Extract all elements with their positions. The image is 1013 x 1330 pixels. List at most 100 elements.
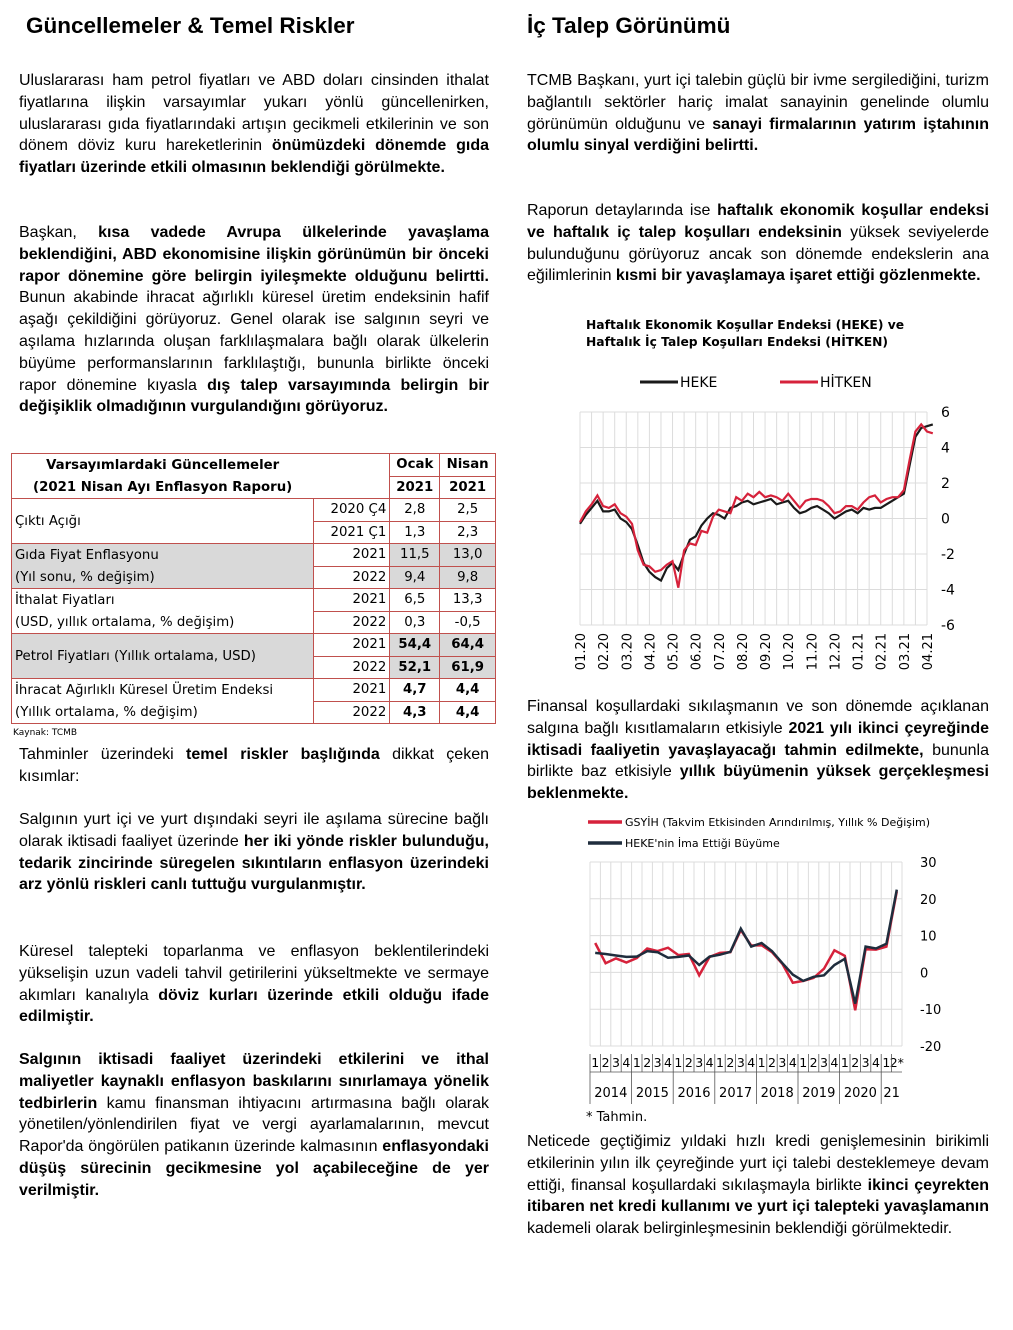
table-row: (Yıllık ortalama, % değişim) 2022 4,3 4,4	[11, 700, 496, 724]
row-sublabel: (Yıllık ortalama, % değişim)	[11, 701, 314, 724]
left-title: Güncellemeler & Temel Riskler	[26, 13, 355, 38]
table-header-apr-year: 2021	[439, 475, 496, 499]
row-label: İhracat Ağırlıklı Küresel Üretim Endeksi	[11, 678, 314, 701]
row-period: 2021	[312, 543, 391, 567]
x-tick-label: 04.21	[921, 633, 936, 670]
year-label: 21	[883, 1086, 900, 1101]
quarter-label: 1	[841, 1055, 849, 1070]
table-header-title: Varsayımlardaki Güncellemeler	[11, 453, 314, 476]
quarter-label: 1	[633, 1055, 641, 1070]
quarter-label: 1	[799, 1055, 807, 1070]
row-label: Petrol Fiyatları (Yıllık ortalama, USD)	[11, 633, 314, 679]
x-tick-label: 01.21	[852, 633, 867, 670]
legend-label-heke: HEKE	[680, 375, 717, 391]
value-january: 9,4	[389, 565, 441, 589]
year-label: 2020	[844, 1086, 877, 1101]
value-april: 61,9	[439, 655, 496, 679]
value-january: 1,3	[389, 520, 441, 544]
quarter-label: 1	[758, 1055, 766, 1070]
quarter-label: 3	[612, 1055, 620, 1070]
left-paragraph-4: Salgının yurt içi ve yurt dışındaki seyr…	[19, 809, 489, 896]
gdp-growth-chart: 30 20 10 0 -10 -20 GSYİH (Takvim Etkisinden Ar…	[588, 816, 941, 1104]
quarter-label: 2	[851, 1055, 859, 1070]
text-run: dış talep varsayımında belirgin bir deği…	[19, 376, 489, 416]
right-paragraph-1: TCMB Başkanı, yurt içi talebin güçlü bir…	[527, 70, 989, 157]
table-header-blank	[313, 476, 391, 499]
y-tick-label: 30	[920, 856, 937, 871]
chart1-title-line1: Haftalık Ekonomik Koşullar Endeksi (HEKE…	[586, 318, 905, 332]
quarter-label: 3	[862, 1055, 870, 1070]
year-label: 2017	[719, 1086, 752, 1101]
table-header-blank	[313, 453, 391, 476]
x-tick-label: 02.20	[597, 633, 612, 670]
value-january: 11,5	[389, 543, 441, 567]
text-run: kısmi bir yavaşlamaya işaret ettiği gözl…	[615, 267, 981, 285]
chart1-title-line2: Haftalık İç Talep Koşulları Endeksi (HİT…	[586, 335, 889, 349]
x-tick-label: 10.20	[782, 633, 797, 670]
y-tick-label: 2	[941, 476, 950, 492]
quarter-label: 2	[602, 1055, 610, 1070]
quarter-label: 2	[768, 1055, 776, 1070]
text-run: her iki yönde riskler bulunduğu, tedarik…	[19, 832, 489, 894]
value-april: 2,3	[439, 520, 496, 544]
text-run: Neticede geçtiğimiz yıldaki hızlı kredi …	[527, 1133, 989, 1194]
table-header-jan: Ocak	[389, 453, 441, 477]
row-sublabel: (USD, yıllık ortalama, % değişim)	[11, 611, 314, 634]
forecast-footnote: * Tahmin.	[586, 1110, 648, 1125]
quarter-label: 4	[747, 1055, 755, 1070]
value-april: 13,0	[439, 543, 496, 567]
quarter-label: 3	[695, 1055, 703, 1070]
y-tick-label: 6	[941, 405, 950, 421]
y-tick-label: -4	[941, 583, 955, 599]
x-tick-label: 06.20	[690, 633, 705, 670]
text-run: kısa vadede Avrupa ülkelerinde yavaşlama…	[19, 224, 489, 285]
year-label: 2015	[636, 1086, 669, 1101]
x-tick-label: 03.20	[620, 633, 635, 670]
y-tick-label: -6	[941, 618, 955, 634]
value-january: 2,8	[389, 498, 441, 522]
quarter-label: 2*	[890, 1055, 904, 1070]
text-run: Raporun detaylarında ise	[527, 202, 718, 219]
quarter-label: 3	[654, 1055, 662, 1070]
left-paragraph-3: Tahminler üzerindeki temel riskler başlı…	[19, 744, 489, 788]
quarter-label: 2	[726, 1055, 734, 1070]
text-run: temel riskler başlığında	[186, 746, 380, 763]
value-april: 13,3	[439, 588, 496, 612]
quarter-label: 3	[820, 1055, 828, 1070]
value-january: 4,3	[389, 700, 441, 724]
quarter-label: 2	[685, 1055, 693, 1070]
text-run: Bunun akabinde ihracat ağırlıklı küresel…	[19, 289, 489, 394]
table-row: İhracat Ağırlıklı Küresel Üretim Endeksi…	[11, 678, 496, 702]
row-period: 2022	[312, 655, 391, 679]
value-april: 4,4	[439, 700, 496, 724]
value-january: 54,4	[389, 633, 441, 657]
legend-label-hitken: HİTKEN	[820, 373, 872, 391]
text-run: haftalık ekonomik koşullar endeksi ve ha…	[527, 202, 989, 241]
y-tick-label: 4	[941, 441, 950, 457]
text-run: ikinci çeyrekten itibaren net kredi kull…	[527, 1176, 990, 1216]
chart1-title: Haftalık Ekonomik Koşullar Endeksi (HEKE…	[586, 317, 904, 351]
row-period: 2021	[312, 588, 391, 612]
table-header-jan-year: 2021	[389, 475, 441, 499]
value-april: -0,5	[439, 610, 496, 634]
table-header-subtitle: (2021 Nisan Ayı Enflasyon Raporu)	[11, 476, 314, 499]
legend-label-gdp: GSYİH (Takvim Etkisinden Arındırılmış, Y…	[625, 816, 930, 829]
text-run: önümüzdeki dönemde gıda fiyatları üzerin…	[19, 137, 489, 177]
quarter-label: 4	[706, 1055, 714, 1070]
left-paragraph-1: Uluslararası ham petrol fiyatları ve ABD…	[19, 70, 489, 179]
x-tick-label: 07.20	[713, 633, 728, 670]
table-row: İthalat Fiyatları 2021 6,5 13,3	[11, 588, 496, 612]
row-period: 2021	[312, 678, 391, 702]
x-tick-label: 03.21	[898, 633, 913, 670]
quarter-label: 3	[778, 1055, 786, 1070]
text-run: 2021 yılı ikinci çeyreğinde iktisadi faa…	[527, 719, 989, 759]
row-period: 2021	[312, 633, 391, 657]
value-april: 2,5	[439, 498, 496, 522]
x-tick-label: 02.21	[875, 633, 890, 670]
table-header-apr: Nisan	[439, 453, 496, 477]
year-label: 2016	[677, 1086, 710, 1101]
text-run: bununla birlikte baz etkisiyle	[527, 741, 990, 781]
text-run: Uluslararası ham petrol fiyatları ve ABD…	[19, 72, 489, 155]
right-paragraph-4: Neticede geçtiğimiz yıldaki hızlı kredi …	[527, 1131, 989, 1240]
row-sublabel: (Yıl sonu, % değişim)	[11, 566, 314, 589]
